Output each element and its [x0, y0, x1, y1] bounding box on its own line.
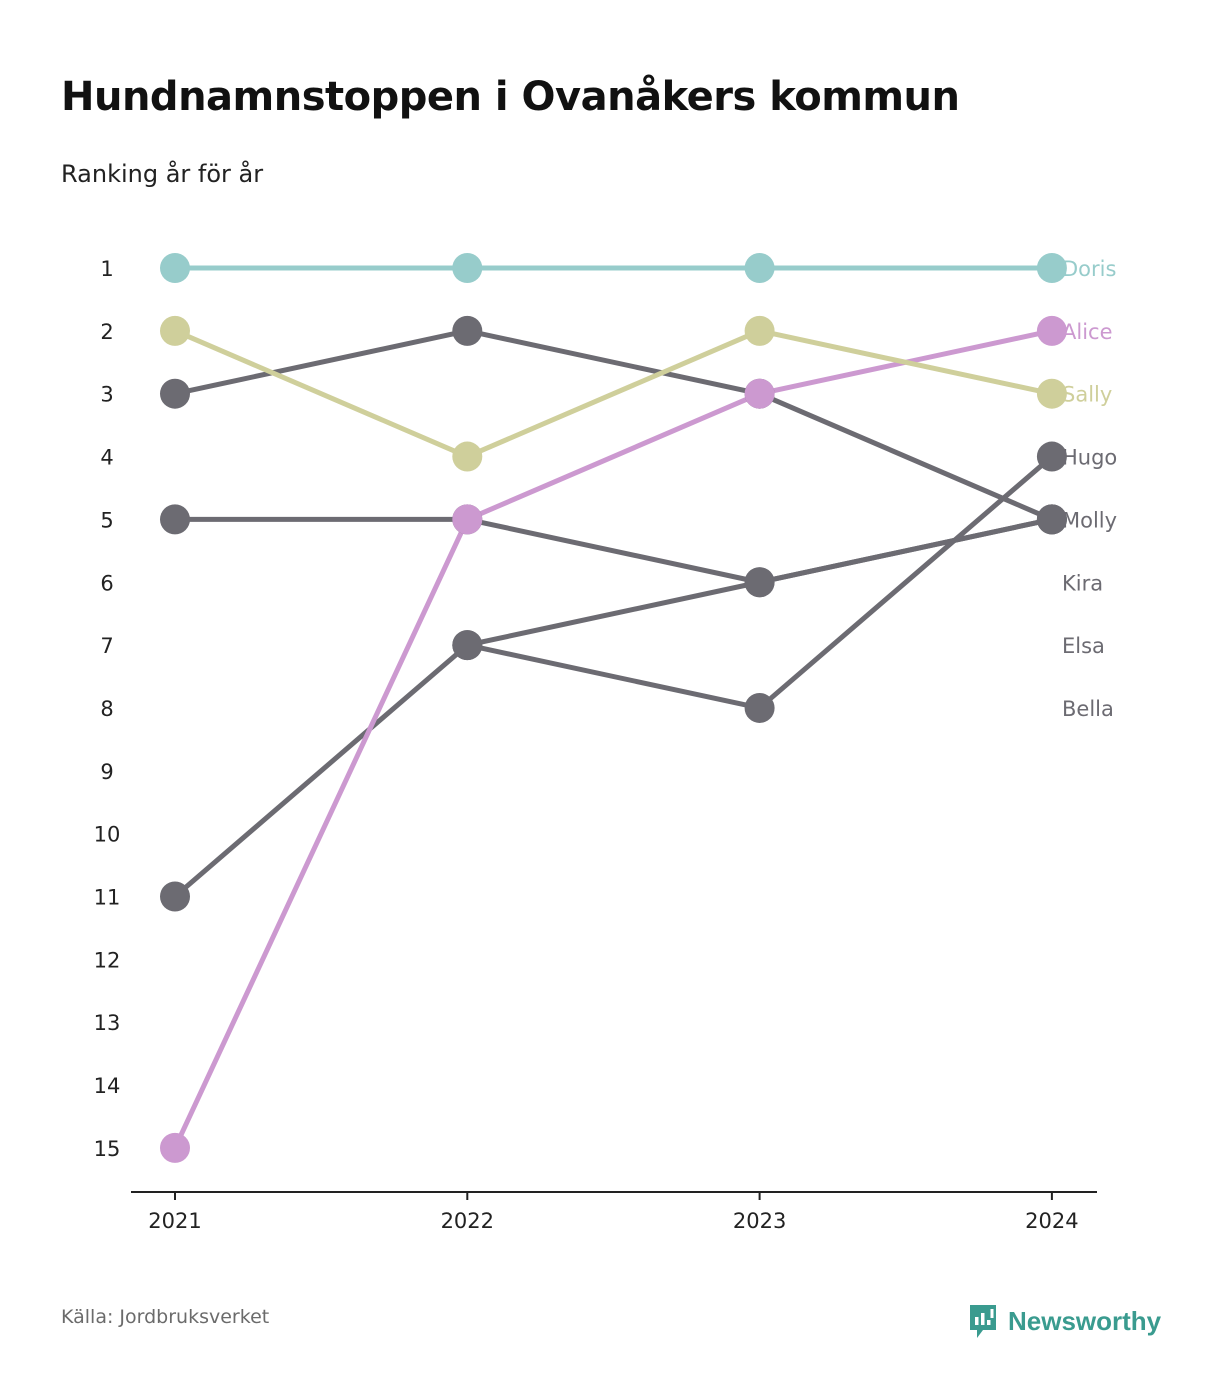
point-alice	[1036, 315, 1067, 346]
series-label-bella: Bella	[1062, 697, 1114, 721]
series-label-doris: Doris	[1062, 257, 1116, 281]
source-note: Källa: Jordbruksverket	[61, 1306, 270, 1328]
point-alice	[744, 378, 775, 409]
x-tick-label: 2021	[148, 1209, 201, 1233]
brand-logo: Newsworthy	[968, 1302, 1161, 1340]
point-doris	[744, 253, 775, 283]
point-hugo	[744, 692, 775, 723]
x-tick-label: 2022	[441, 1209, 494, 1233]
point-sally	[1036, 378, 1067, 409]
point-elsa	[744, 567, 775, 598]
series-label-alice: Alice	[1062, 320, 1113, 344]
series-points	[160, 253, 1067, 1163]
point-elsa	[1036, 504, 1067, 535]
chart-title: Hundnamnstoppen i Ovanåkers kommun	[61, 74, 960, 120]
y-tick-label: 15	[94, 1137, 121, 1161]
series-line-molly	[174, 328, 1053, 522]
point-doris	[1036, 253, 1067, 283]
point-alice	[452, 504, 483, 535]
series-label-kira: Kira	[1062, 571, 1103, 595]
y-tick-label: 3	[100, 383, 113, 407]
y-tick-label: 12	[94, 948, 121, 972]
brand-name: Newsworthy	[1008, 1305, 1162, 1336]
series-line-hugo	[173, 454, 1054, 899]
point-sally	[160, 315, 190, 346]
y-tick-label: 2	[100, 320, 113, 344]
y-tick-label: 1	[100, 257, 113, 281]
x-tick-label: 2024	[1025, 1209, 1078, 1233]
chart-subtitle: Ranking år för år	[61, 160, 264, 188]
point-molly	[160, 378, 190, 409]
y-tick-label: 11	[94, 886, 121, 910]
y-tick-label: 6	[100, 571, 113, 595]
series-line-sally	[174, 328, 1053, 460]
y-tick-label: 5	[100, 508, 113, 532]
point-doris	[160, 253, 190, 283]
series-label-molly: Molly	[1062, 508, 1117, 532]
newsworthy-icon	[970, 1305, 996, 1338]
series-label-elsa: Elsa	[1062, 634, 1105, 658]
series-lines	[172, 265, 1054, 1149]
point-sally	[744, 315, 775, 346]
point-hugo	[1036, 441, 1067, 472]
series-label-sally: Sally	[1062, 383, 1112, 407]
series-label-hugo: Hugo	[1062, 446, 1117, 470]
point-elsa	[452, 630, 483, 661]
x-tick-label: 2023	[733, 1209, 786, 1233]
point-doris	[452, 253, 483, 283]
point-sally	[452, 441, 483, 472]
y-tick-label: 4	[100, 446, 113, 470]
point-molly	[452, 315, 483, 346]
y-tick-label: 9	[100, 760, 113, 784]
y-tick-label: 14	[94, 1074, 121, 1098]
y-tick-label: 7	[100, 634, 113, 658]
y-tick-label: 10	[94, 823, 121, 847]
point-alice	[160, 1132, 190, 1163]
point-hugo	[160, 881, 190, 912]
y-tick-label: 13	[94, 1011, 121, 1035]
y-tick-label: 8	[100, 697, 113, 721]
series-labels: Doris Alice Sally Hugo Molly Kira Elsa Bella	[1062, 257, 1117, 721]
series-line-alice	[172, 328, 1053, 1149]
point-kira	[160, 504, 190, 535]
